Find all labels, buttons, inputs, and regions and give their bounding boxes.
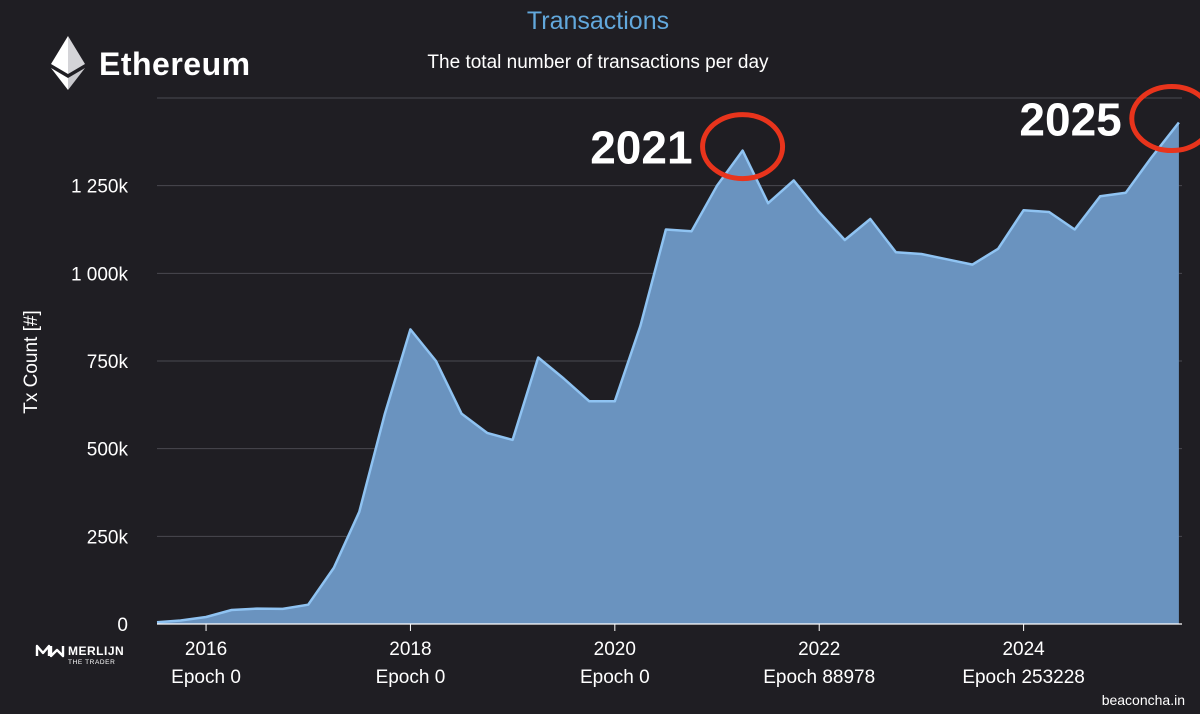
y-tick-label: 750k <box>87 352 129 373</box>
x-tick-year: 2020 <box>594 639 636 660</box>
annotations: 2021 2025 <box>590 84 1200 182</box>
watermark-tagline: THE TRADER <box>68 659 115 666</box>
x-tick-year: 2018 <box>389 639 431 660</box>
chart-subtitle: The total number of transactions per day <box>427 52 769 73</box>
series-area-fill <box>157 122 1179 624</box>
y-tick-label: 500k <box>87 440 129 461</box>
x-axis-ticks: 2016 Epoch 0 2018 Epoch 0 2020 Epoch 0 2022 Epo… <box>171 624 1085 688</box>
highlight-circle <box>700 112 786 182</box>
brand-name: Ethereum <box>99 46 251 82</box>
annotation-label: 2021 <box>590 122 692 174</box>
x-tick-epoch: Epoch 0 <box>376 667 446 688</box>
highlight-circle <box>1129 84 1200 154</box>
y-tick-label: 1 250k <box>71 177 129 198</box>
y-tick-label: 1 000k <box>71 264 129 285</box>
annotation-label: 2025 <box>1019 94 1121 146</box>
ethereum-logo-icon <box>51 36 85 90</box>
x-tick-epoch: Epoch 253228 <box>962 667 1085 688</box>
x-tick-year: 2016 <box>185 639 227 660</box>
x-tick-year: 2024 <box>1002 639 1045 660</box>
y-tick-label: 0 <box>117 615 128 636</box>
watermark-name: MERLIJN <box>68 644 124 658</box>
y-axis-ticks: 0 250k 500k 750k 1 000k 1 250k <box>71 177 129 636</box>
series-area <box>156 121 1182 625</box>
chart-title: Transactions <box>527 7 669 35</box>
x-tick-epoch: Epoch 0 <box>580 667 650 688</box>
merlijn-logo-icon <box>35 644 65 658</box>
y-tick-label: 250k <box>87 527 129 548</box>
x-tick-epoch: Epoch 0 <box>171 667 241 688</box>
series-line <box>156 121 1180 624</box>
x-tick-epoch: Epoch 88978 <box>763 667 875 688</box>
y-axis-label: Tx Count [#] <box>21 310 42 414</box>
source-credit: beaconcha.in <box>1102 692 1185 708</box>
x-tick-year: 2022 <box>798 639 840 660</box>
